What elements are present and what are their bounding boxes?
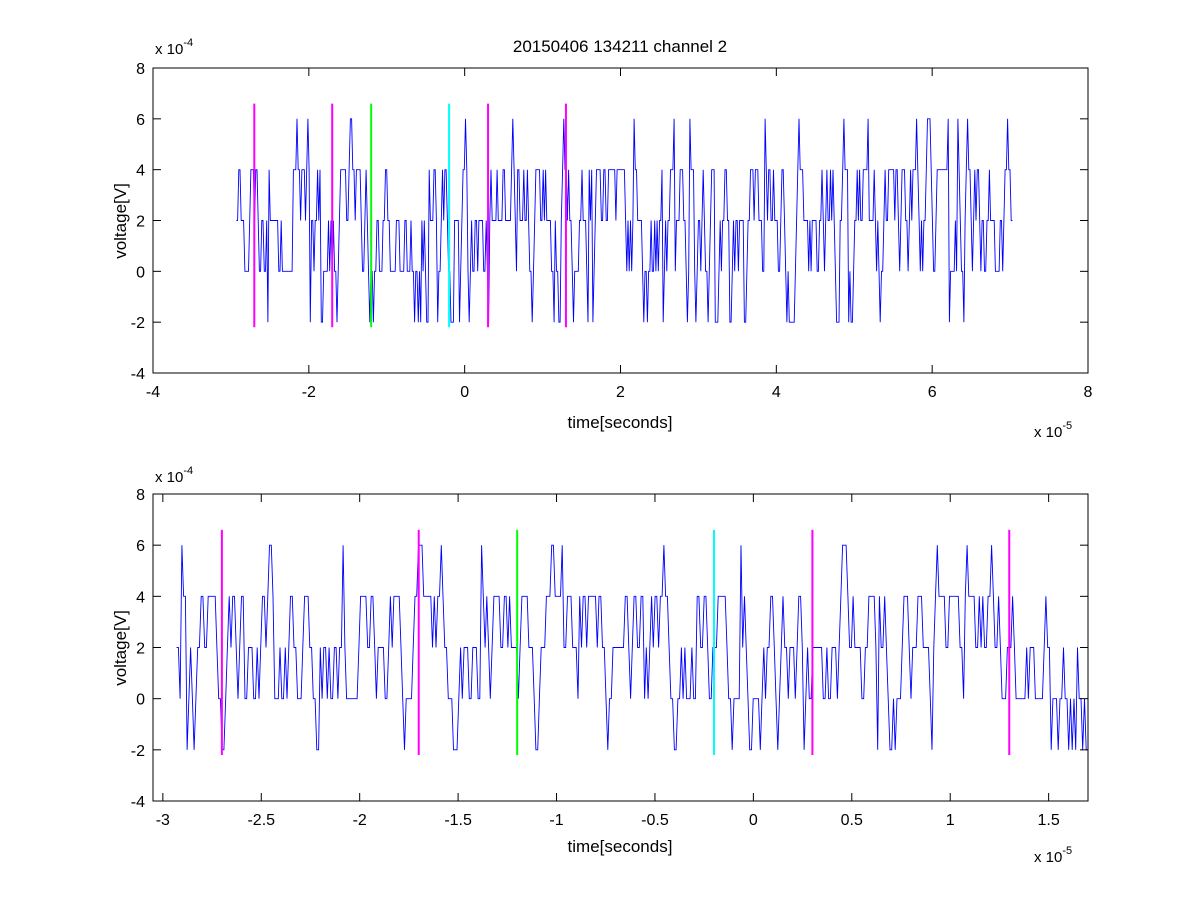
top-x-tick-label: 2 xyxy=(616,384,625,401)
top-x-exponent: x 10-5 xyxy=(1034,420,1072,441)
bottom-y-tick-label: -4 xyxy=(131,794,145,811)
top-y-tick-label: 4 xyxy=(136,163,145,180)
top-y-tick-label: 6 xyxy=(136,112,145,129)
bottom-signal-layer xyxy=(176,544,1088,751)
bottom-series-line xyxy=(176,544,1088,751)
top-y-tick-label: 8 xyxy=(136,61,145,78)
top-y-tick-label: -2 xyxy=(131,315,145,332)
subplot-bottom: -3 -2.5 -2 -1.5 -1 -0.5 0 0.5 1 1.5 -4 -2 0 2 4 6 8 tim… xyxy=(111,465,1089,866)
bottom-x-exponent: x 10-5 xyxy=(1034,845,1072,866)
bottom-y-exponent: x 10-4 xyxy=(155,465,193,486)
top-series-line xyxy=(236,118,1013,323)
bottom-x-tick-label: -1 xyxy=(549,812,563,829)
top-x-tick-label: -4 xyxy=(146,384,160,401)
bottom-x-tick-label: -0.5 xyxy=(641,812,669,829)
bottom-y-exponent-power: -4 xyxy=(183,465,193,477)
bottom-y-axis-label: voltage[V] xyxy=(111,610,130,686)
bottom-y-tick-label: 8 xyxy=(136,487,145,504)
bottom-y-tick-label: 6 xyxy=(136,538,145,555)
top-y-tick-label: 0 xyxy=(136,264,145,281)
top-x-tick-label: 8 xyxy=(1084,384,1093,401)
bottom-x-tick-label: 0.5 xyxy=(841,812,863,829)
bottom-x-tick-label: 0 xyxy=(749,812,758,829)
top-y-axis-label: voltage[V] xyxy=(111,183,130,259)
top-x-tick-label: -2 xyxy=(302,384,316,401)
top-x-tick-label: 4 xyxy=(772,384,781,401)
bottom-x-exponent-power: -5 xyxy=(1062,845,1072,857)
bottom-x-tick-label: 1.5 xyxy=(1038,812,1060,829)
bottom-x-tick-label: 1 xyxy=(946,812,955,829)
bottom-y-tick-label: -2 xyxy=(131,743,145,760)
top-x-exponent-base: x 10 xyxy=(1034,424,1062,441)
top-y-exponent-power: -4 xyxy=(183,37,193,49)
top-x-axis-label: time[seconds] xyxy=(568,413,673,432)
bottom-x-tick-label: -1.5 xyxy=(444,812,472,829)
top-x-tick-label: 0 xyxy=(460,384,469,401)
top-y-exponent: x 10-4 xyxy=(155,37,193,58)
bottom-y-exponent-base: x 10 xyxy=(155,469,183,486)
bottom-x-exponent-base: x 10 xyxy=(1034,849,1062,866)
bottom-marker-layer xyxy=(220,529,1011,755)
bottom-y-tick-label: 4 xyxy=(136,589,145,606)
bottom-x-axis-label: time[seconds] xyxy=(568,837,673,856)
top-y-ticks: -4 -2 0 2 4 6 8 xyxy=(131,61,1088,383)
top-signal-layer xyxy=(236,118,1013,323)
top-x-exponent-power: -5 xyxy=(1062,420,1072,432)
bottom-y-ticks: -4 -2 0 2 4 6 8 xyxy=(131,487,1088,811)
top-x-tick-label: 6 xyxy=(928,384,937,401)
bottom-x-tick-label: -2.5 xyxy=(247,812,275,829)
top-x-ticks: -4 -2 0 2 4 6 8 xyxy=(146,68,1093,401)
top-y-exponent-base: x 10 xyxy=(155,41,183,58)
subplot-top: -4 -2 0 2 4 6 8 -4 -2 0 2 4 6 8 time[seconds] voltag… xyxy=(111,37,1093,441)
bottom-y-tick-label: 0 xyxy=(136,692,145,709)
figure-title: 20150406 134211 channel 2 xyxy=(513,37,727,56)
top-y-tick-label: 2 xyxy=(136,214,145,231)
bottom-x-ticks: -3 -2.5 -2 -1.5 -1 -0.5 0 0.5 1 1.5 xyxy=(156,494,1060,829)
top-marker-layer xyxy=(253,103,567,328)
bottom-y-tick-label: 2 xyxy=(136,641,145,658)
bottom-x-tick-label: -3 xyxy=(156,812,170,829)
top-y-tick-label: -4 xyxy=(131,366,145,383)
bottom-x-tick-label: -2 xyxy=(353,812,367,829)
